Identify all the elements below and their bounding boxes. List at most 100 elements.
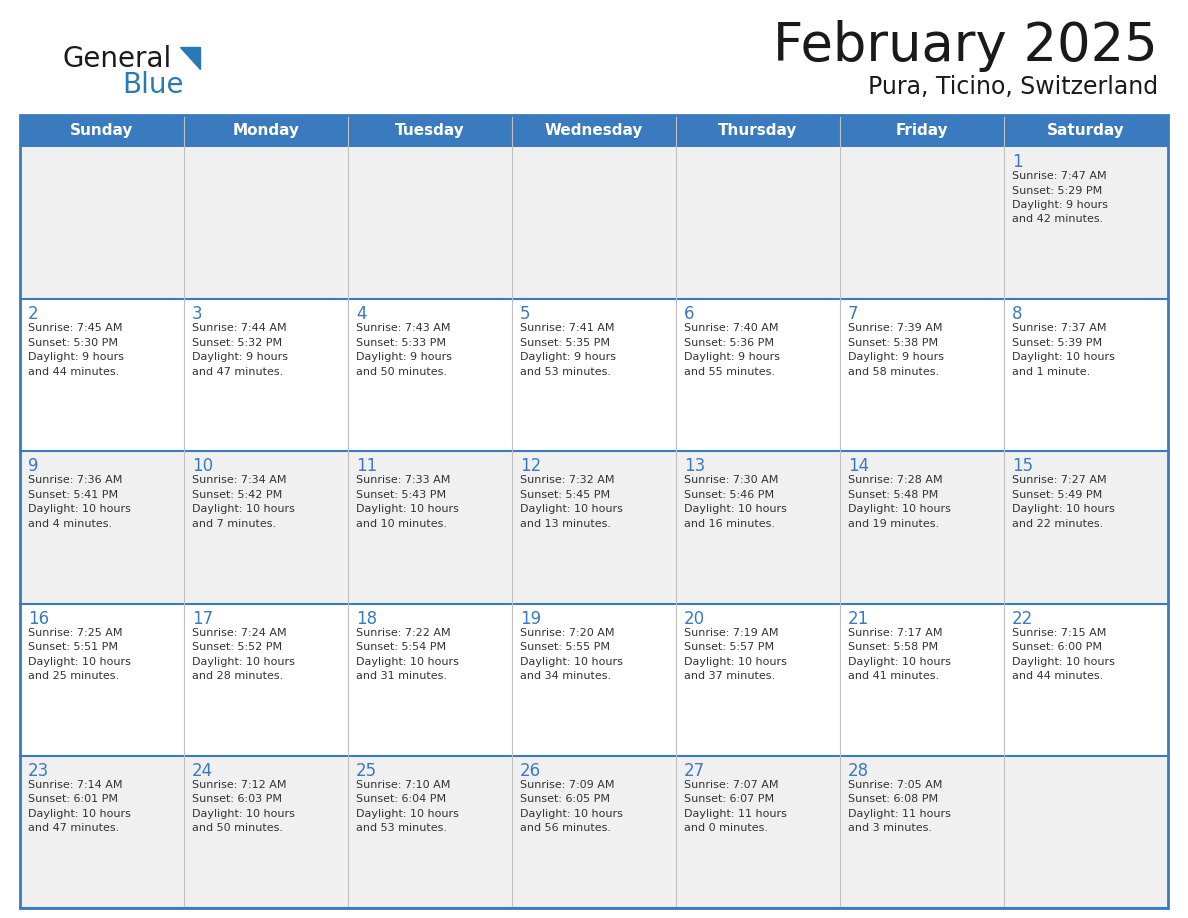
Bar <box>20 604 184 756</box>
Bar <box>20 115 1168 908</box>
Text: Sunrise: 7:33 AM: Sunrise: 7:33 AM <box>356 476 450 486</box>
Text: Sunset: 5:36 PM: Sunset: 5:36 PM <box>684 338 775 348</box>
Text: Daylight: 9 hours: Daylight: 9 hours <box>848 353 944 363</box>
Text: Friday: Friday <box>896 124 948 139</box>
Text: Daylight: 10 hours: Daylight: 10 hours <box>848 504 950 514</box>
Text: 4: 4 <box>356 305 367 323</box>
Bar <box>20 452 184 604</box>
Text: Sunrise: 7:28 AM: Sunrise: 7:28 AM <box>848 476 942 486</box>
Text: and 58 minutes.: and 58 minutes. <box>848 366 940 376</box>
Text: Sunset: 6:05 PM: Sunset: 6:05 PM <box>520 794 609 804</box>
Text: and 47 minutes.: and 47 minutes. <box>192 366 283 376</box>
Text: Blue: Blue <box>122 71 183 99</box>
Text: 20: 20 <box>684 610 706 628</box>
Text: Sunset: 5:42 PM: Sunset: 5:42 PM <box>192 490 283 500</box>
Text: Sunrise: 7:05 AM: Sunrise: 7:05 AM <box>848 779 942 789</box>
Text: 18: 18 <box>356 610 377 628</box>
Bar <box>512 115 676 147</box>
Text: Sunset: 5:30 PM: Sunset: 5:30 PM <box>29 338 118 348</box>
Text: Sunrise: 7:40 AM: Sunrise: 7:40 AM <box>684 323 778 333</box>
Bar <box>1004 299 1168 452</box>
Text: Sunrise: 7:25 AM: Sunrise: 7:25 AM <box>29 628 122 638</box>
Text: and 37 minutes.: and 37 minutes. <box>684 671 775 681</box>
Bar <box>348 147 512 299</box>
Text: Sunrise: 7:12 AM: Sunrise: 7:12 AM <box>192 779 286 789</box>
Text: 26: 26 <box>520 762 541 779</box>
Text: Sunrise: 7:41 AM: Sunrise: 7:41 AM <box>520 323 614 333</box>
Text: Wednesday: Wednesday <box>545 124 643 139</box>
Text: and 42 minutes.: and 42 minutes. <box>1012 215 1104 225</box>
Text: Sunset: 5:41 PM: Sunset: 5:41 PM <box>29 490 118 500</box>
Text: Tuesday: Tuesday <box>396 124 465 139</box>
Text: Sunset: 6:07 PM: Sunset: 6:07 PM <box>684 794 775 804</box>
Text: and 31 minutes.: and 31 minutes. <box>356 671 447 681</box>
Text: Sunday: Sunday <box>70 124 134 139</box>
Text: Sunset: 6:04 PM: Sunset: 6:04 PM <box>356 794 447 804</box>
Bar <box>20 756 184 908</box>
Text: and 19 minutes.: and 19 minutes. <box>848 519 940 529</box>
Text: 17: 17 <box>192 610 213 628</box>
Text: Daylight: 9 hours: Daylight: 9 hours <box>520 353 617 363</box>
Text: Sunrise: 7:24 AM: Sunrise: 7:24 AM <box>192 628 286 638</box>
Bar <box>512 452 676 604</box>
Bar <box>840 756 1004 908</box>
Text: Daylight: 10 hours: Daylight: 10 hours <box>192 504 295 514</box>
Text: Sunrise: 7:47 AM: Sunrise: 7:47 AM <box>1012 171 1107 181</box>
Text: and 3 minutes.: and 3 minutes. <box>848 823 933 834</box>
Text: 27: 27 <box>684 762 706 779</box>
Bar <box>676 756 840 908</box>
Text: Daylight: 10 hours: Daylight: 10 hours <box>520 504 623 514</box>
Text: Sunrise: 7:30 AM: Sunrise: 7:30 AM <box>684 476 778 486</box>
Text: Daylight: 9 hours: Daylight: 9 hours <box>356 353 451 363</box>
Text: Daylight: 10 hours: Daylight: 10 hours <box>356 656 459 666</box>
Bar <box>840 604 1004 756</box>
Text: and 13 minutes.: and 13 minutes. <box>520 519 611 529</box>
Text: Sunset: 6:00 PM: Sunset: 6:00 PM <box>1012 642 1102 652</box>
Text: and 10 minutes.: and 10 minutes. <box>356 519 447 529</box>
Text: Sunset: 5:48 PM: Sunset: 5:48 PM <box>848 490 939 500</box>
Text: Sunrise: 7:20 AM: Sunrise: 7:20 AM <box>520 628 614 638</box>
Text: 1: 1 <box>1012 153 1023 171</box>
Text: 23: 23 <box>29 762 49 779</box>
Bar <box>184 756 348 908</box>
Text: Sunset: 5:54 PM: Sunset: 5:54 PM <box>356 642 447 652</box>
Bar <box>1004 147 1168 299</box>
Text: 12: 12 <box>520 457 542 476</box>
Text: Sunset: 5:52 PM: Sunset: 5:52 PM <box>192 642 282 652</box>
Bar <box>840 115 1004 147</box>
Text: Sunrise: 7:27 AM: Sunrise: 7:27 AM <box>1012 476 1107 486</box>
Bar <box>20 299 184 452</box>
Text: Sunset: 5:43 PM: Sunset: 5:43 PM <box>356 490 447 500</box>
Text: Sunset: 5:46 PM: Sunset: 5:46 PM <box>684 490 775 500</box>
Text: Daylight: 10 hours: Daylight: 10 hours <box>356 809 459 819</box>
Polygon shape <box>181 47 200 69</box>
Text: 9: 9 <box>29 457 38 476</box>
Text: and 53 minutes.: and 53 minutes. <box>356 823 447 834</box>
Bar <box>1004 115 1168 147</box>
Text: and 22 minutes.: and 22 minutes. <box>1012 519 1104 529</box>
Text: and 55 minutes.: and 55 minutes. <box>684 366 775 376</box>
Text: and 25 minutes.: and 25 minutes. <box>29 671 119 681</box>
Text: Sunset: 5:57 PM: Sunset: 5:57 PM <box>684 642 775 652</box>
Text: Pura, Ticino, Switzerland: Pura, Ticino, Switzerland <box>868 75 1158 99</box>
Text: Daylight: 9 hours: Daylight: 9 hours <box>192 353 287 363</box>
Text: Sunrise: 7:17 AM: Sunrise: 7:17 AM <box>848 628 942 638</box>
Text: and 53 minutes.: and 53 minutes. <box>520 366 611 376</box>
Bar <box>512 299 676 452</box>
Bar <box>184 115 348 147</box>
Bar <box>20 115 184 147</box>
Text: Thursday: Thursday <box>719 124 797 139</box>
Text: and 1 minute.: and 1 minute. <box>1012 366 1091 376</box>
Bar <box>1004 756 1168 908</box>
Text: 2: 2 <box>29 305 39 323</box>
Text: Daylight: 10 hours: Daylight: 10 hours <box>848 656 950 666</box>
Text: Daylight: 10 hours: Daylight: 10 hours <box>29 809 131 819</box>
Text: 16: 16 <box>29 610 49 628</box>
Text: Sunset: 5:33 PM: Sunset: 5:33 PM <box>356 338 446 348</box>
Bar <box>512 756 676 908</box>
Text: 11: 11 <box>356 457 378 476</box>
Text: Sunrise: 7:43 AM: Sunrise: 7:43 AM <box>356 323 450 333</box>
Text: Daylight: 10 hours: Daylight: 10 hours <box>356 504 459 514</box>
Text: 3: 3 <box>192 305 203 323</box>
Text: Sunrise: 7:37 AM: Sunrise: 7:37 AM <box>1012 323 1106 333</box>
